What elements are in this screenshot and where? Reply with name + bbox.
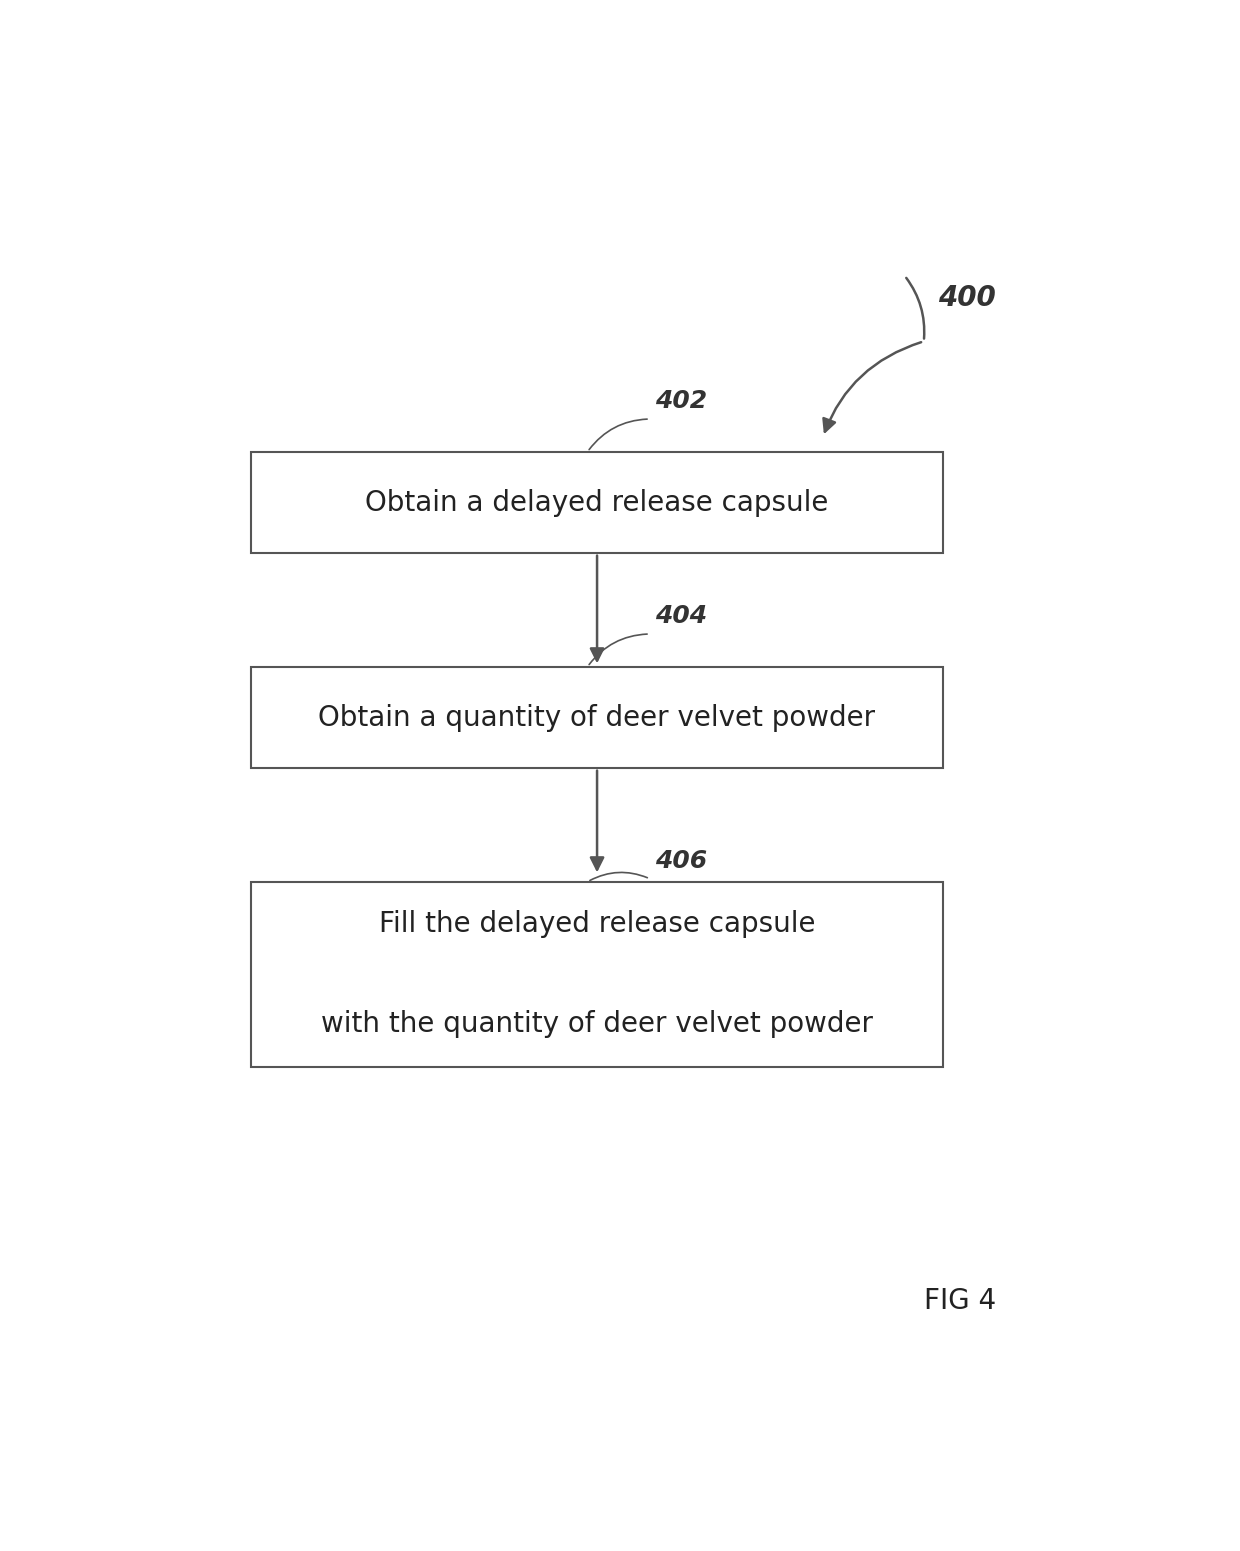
FancyBboxPatch shape — [250, 883, 944, 1067]
Text: 400: 400 — [939, 284, 996, 312]
Text: Obtain a quantity of deer velvet powder: Obtain a quantity of deer velvet powder — [319, 704, 875, 732]
Text: 404: 404 — [655, 603, 707, 628]
Text: 402: 402 — [655, 389, 707, 413]
FancyBboxPatch shape — [250, 667, 944, 768]
Text: 406: 406 — [655, 848, 707, 873]
Text: Fill the delayed release capsule

with the quantity of deer velvet powder: Fill the delayed release capsule with th… — [321, 910, 873, 1038]
Text: Obtain a delayed release capsule: Obtain a delayed release capsule — [366, 489, 828, 516]
Text: FIG 4: FIG 4 — [924, 1287, 996, 1315]
FancyBboxPatch shape — [250, 451, 944, 554]
